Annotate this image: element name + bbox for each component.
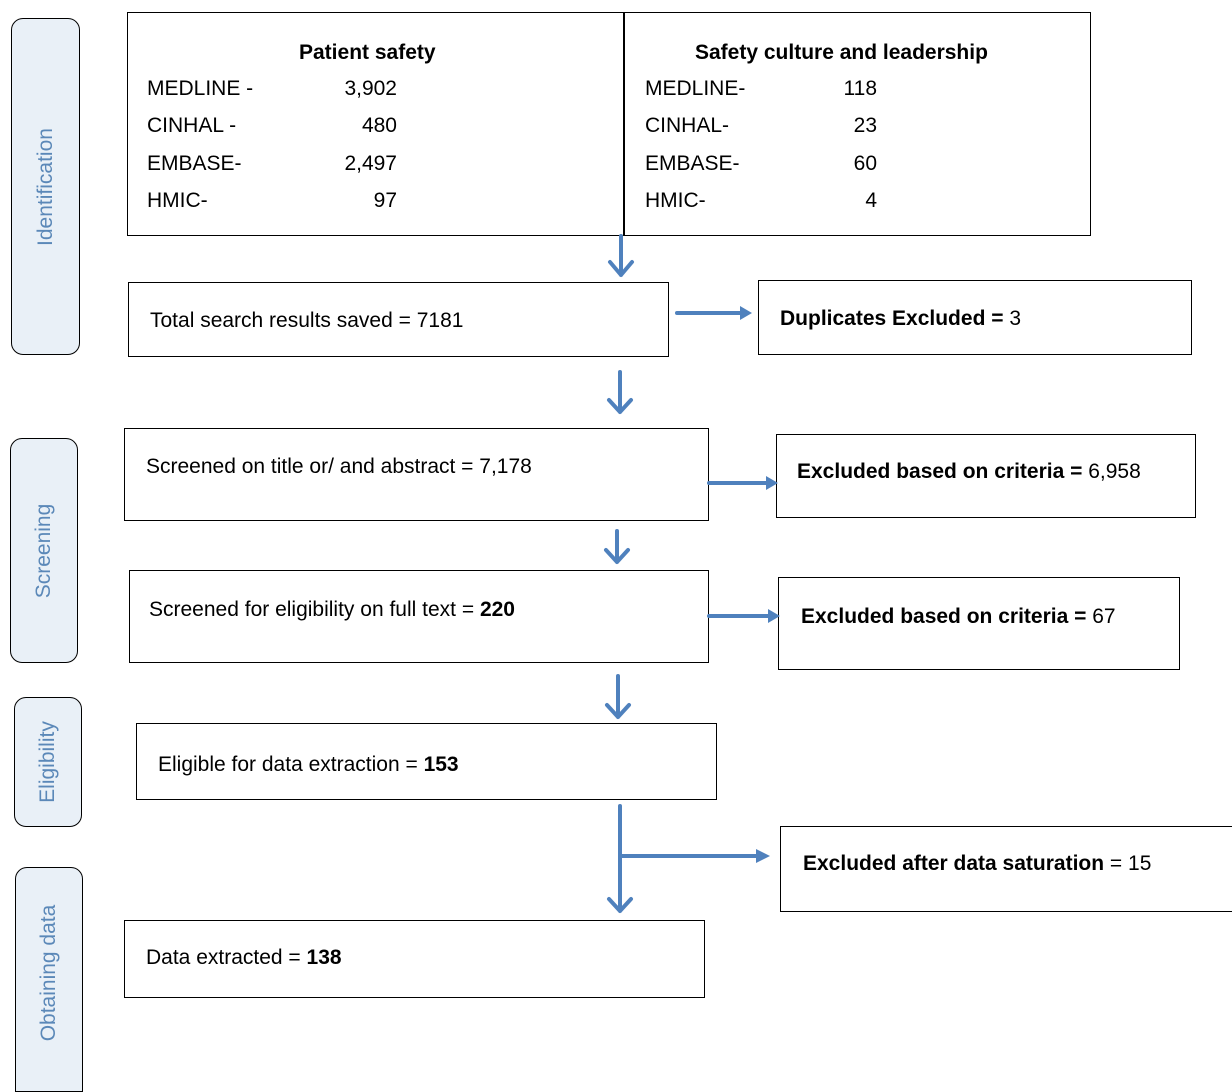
- excluded-criteria-1-box: [776, 434, 1196, 518]
- sc-db-1: CINHAL-: [645, 114, 730, 137]
- arrow-right-3-head: [768, 609, 780, 623]
- arrow-right-4-head: [756, 849, 770, 863]
- duplicates-text: Duplicates Excluded = 3: [780, 307, 1021, 331]
- eligible-value: 153: [423, 753, 459, 776]
- excluded-criteria-2-value: 67: [1092, 605, 1116, 628]
- stage-identification: Identification: [11, 18, 80, 355]
- total-results-value: 7181: [416, 309, 464, 332]
- eligible-text: Eligible for data extraction = 153: [158, 753, 459, 777]
- duplicates-label: Duplicates Excluded =: [780, 307, 1010, 330]
- excluded-criteria-1-value: 6,958: [1088, 460, 1141, 483]
- arrow-right-1-head: [740, 306, 752, 320]
- sc-count-0: 118: [843, 77, 877, 100]
- arrow-down-2: [607, 370, 633, 414]
- ps-db-0: MEDLINE -: [147, 77, 254, 100]
- extracted-value: 138: [306, 946, 342, 969]
- total-results-box: [128, 282, 669, 357]
- screened-full-value: 220: [479, 598, 515, 621]
- sc-count-1: 23: [853, 114, 877, 137]
- sc-db-0: MEDLINE-: [645, 77, 746, 100]
- sc-count-2: 60: [853, 152, 877, 175]
- sc-db-2: EMBASE-: [645, 152, 740, 175]
- total-results-text: Total search results saved = 7181: [150, 309, 463, 333]
- ps-count-3: 97: [373, 189, 397, 212]
- eligible-box: [136, 723, 717, 800]
- arrow-right-2-head: [766, 476, 778, 490]
- ps-count-2: 2,497: [344, 152, 397, 175]
- screened-full-label: Screened for eligibility on full text =: [149, 598, 480, 621]
- stage-eligibility: Eligibility: [14, 697, 82, 827]
- ps-count-1: 480: [361, 114, 397, 137]
- extracted-label: Data extracted =: [146, 946, 307, 969]
- stage-screening: Screening: [10, 438, 78, 663]
- extracted-text: Data extracted = 138: [146, 946, 342, 970]
- safety-culture-heading: Safety culture and leadership: [695, 41, 988, 64]
- stage-obtaining-data: Obtaining data: [15, 867, 83, 1092]
- ps-db-2: EMBASE-: [147, 152, 242, 175]
- identification-divider: [623, 12, 625, 236]
- sc-count-3: 4: [865, 189, 877, 212]
- excluded-saturation-label: Excluded after data saturation: [803, 852, 1105, 875]
- screened-title-label: Screened on title or/ and abstract =: [146, 455, 480, 478]
- excluded-saturation-text: Excluded after data saturation = 15: [803, 852, 1151, 876]
- duplicates-value: 3: [1009, 307, 1022, 330]
- extracted-box: [124, 920, 705, 998]
- arrow-down-4: [605, 674, 631, 719]
- excluded-saturation-value: = 15: [1104, 852, 1152, 875]
- total-results-label: Total search results saved =: [150, 309, 417, 332]
- excluded-criteria-1-label: Excluded based on criteria =: [797, 460, 1089, 483]
- excluded-criteria-2-text: Excluded based on criteria = 67: [801, 605, 1116, 629]
- excluded-saturation-box: [780, 826, 1232, 912]
- patient-safety-heading: Patient safety: [299, 41, 436, 64]
- screened-title-value: 7,178: [479, 455, 532, 478]
- screened-title-box: [124, 428, 709, 521]
- excluded-criteria-2-label: Excluded based on criteria =: [801, 605, 1093, 628]
- screened-title-text: Screened on title or/ and abstract = 7,1…: [146, 455, 532, 479]
- duplicates-box: [758, 280, 1192, 355]
- eligible-label: Eligible for data extraction =: [158, 753, 424, 776]
- sc-db-3: HMIC-: [645, 189, 706, 212]
- arrow-down-5: [607, 804, 633, 913]
- arrow-down-3: [604, 529, 630, 564]
- ps-db-1: CINHAL -: [147, 114, 237, 137]
- screened-full-text: Screened for eligibility on full text = …: [149, 598, 515, 622]
- excluded-criteria-2-box: [778, 577, 1180, 670]
- arrow-down-1: [608, 234, 634, 277]
- excluded-criteria-1-text: Excluded based on criteria = 6,958: [797, 460, 1141, 484]
- ps-db-3: HMIC-: [147, 189, 208, 212]
- identification-box: [127, 12, 1091, 236]
- ps-count-0: 3,902: [344, 77, 397, 100]
